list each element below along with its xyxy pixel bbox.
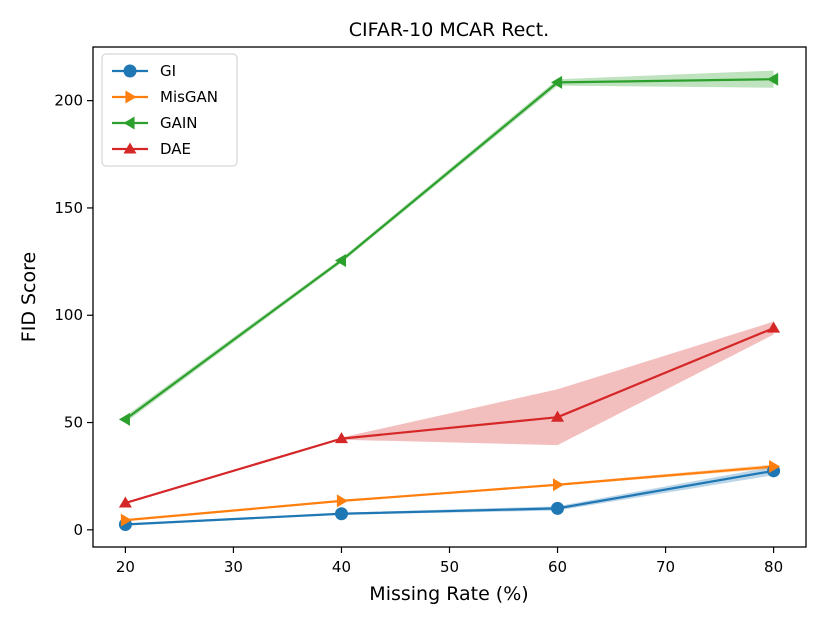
chart-title: CIFAR-10 MCAR Rect. xyxy=(349,19,549,41)
legend-label-gain: GAIN xyxy=(160,114,198,132)
x-tick-label-50: 50 xyxy=(440,558,459,576)
marker-misgan-80 xyxy=(769,460,781,474)
legend-marker-gain xyxy=(123,116,135,130)
y-tick-label-0: 0 xyxy=(73,521,83,539)
y-tick-label-200: 200 xyxy=(54,92,83,110)
x-tick-label-20: 20 xyxy=(116,558,135,576)
marker-dae-40 xyxy=(334,432,348,444)
marker-misgan-60 xyxy=(552,478,565,492)
y-tick-label-50: 50 xyxy=(64,414,83,432)
legend-marker-misgan xyxy=(125,90,137,104)
x-tick-label-80: 80 xyxy=(764,558,783,576)
x-axis-ticks: 20 30 40 50 60 70 80 xyxy=(116,547,783,576)
marker-gain-40 xyxy=(334,254,347,268)
y-axis-label: FID Score xyxy=(18,252,40,342)
y-tick-label-150: 150 xyxy=(54,199,83,217)
marker-gi-40 xyxy=(334,507,348,521)
x-tick-label-70: 70 xyxy=(656,558,675,576)
marker-gi-60 xyxy=(551,501,565,515)
marker-dae-20 xyxy=(118,496,132,508)
series-lines xyxy=(124,78,775,526)
legend-label-misgan: MisGAN xyxy=(160,88,218,106)
legend: GI MisGAN GAIN DAE xyxy=(101,53,238,167)
legend-box xyxy=(101,53,238,167)
line-dae xyxy=(125,327,775,505)
marker-misgan-40 xyxy=(336,494,348,508)
series-markers xyxy=(118,72,781,531)
x-tick-label-40: 40 xyxy=(332,558,351,576)
marker-gain-20 xyxy=(118,412,130,426)
y-axis-ticks: 0 50 100 150 200 xyxy=(54,92,93,539)
line-gain xyxy=(124,78,774,421)
marker-gain-80 xyxy=(767,72,779,86)
legend-label-gi: GI xyxy=(160,62,176,80)
x-tick-label-60: 60 xyxy=(548,558,567,576)
x-axis-label: Missing Rate (%) xyxy=(369,583,528,605)
marker-dae-60 xyxy=(551,410,565,422)
line-gi xyxy=(125,469,774,526)
band-gi xyxy=(125,466,774,526)
legend-marker-dae xyxy=(123,142,137,154)
marker-misgan-20 xyxy=(120,513,132,527)
marker-dae-80 xyxy=(767,321,781,333)
legend-label-dae: DAE xyxy=(160,140,191,158)
marker-gain-60 xyxy=(551,75,563,89)
x-tick-label-30: 30 xyxy=(224,558,243,576)
line-misgan xyxy=(125,465,774,522)
y-tick-label-100: 100 xyxy=(54,306,83,324)
legend-marker-gi xyxy=(123,64,137,78)
